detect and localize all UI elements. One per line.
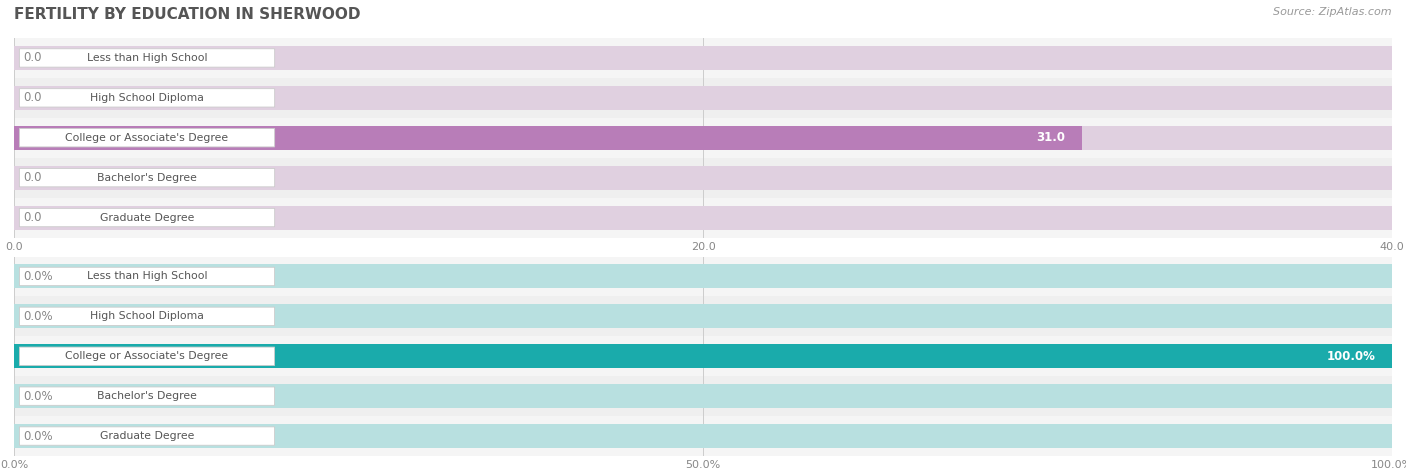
Bar [14, 46, 1392, 70]
Bar [14, 416, 1392, 456]
Bar [14, 344, 1392, 368]
Text: Source: ZipAtlas.com: Source: ZipAtlas.com [1274, 7, 1392, 17]
Bar [14, 78, 1392, 118]
FancyBboxPatch shape [20, 267, 274, 285]
FancyBboxPatch shape [20, 129, 274, 147]
Text: 0.0: 0.0 [24, 91, 42, 104]
Text: Bachelor's Degree: Bachelor's Degree [97, 391, 197, 401]
Text: College or Associate's Degree: College or Associate's Degree [66, 351, 229, 361]
Text: 100.0%: 100.0% [1326, 350, 1375, 363]
Text: 0.0%: 0.0% [24, 390, 53, 403]
Text: 0.0: 0.0 [24, 51, 42, 65]
Bar [14, 256, 1392, 296]
Bar [14, 296, 1392, 336]
Text: High School Diploma: High School Diploma [90, 311, 204, 322]
Bar [14, 118, 1392, 158]
Text: Less than High School: Less than High School [87, 271, 207, 282]
Text: Bachelor's Degree: Bachelor's Degree [97, 172, 197, 183]
FancyBboxPatch shape [20, 49, 274, 67]
Bar [14, 158, 1392, 198]
Bar [14, 376, 1392, 416]
Text: 0.0%: 0.0% [24, 270, 53, 283]
FancyBboxPatch shape [20, 387, 274, 405]
Text: 0.0: 0.0 [24, 171, 42, 184]
Bar [14, 38, 1392, 78]
Text: 31.0: 31.0 [1036, 131, 1066, 144]
Bar [14, 344, 1392, 368]
Text: High School Diploma: High School Diploma [90, 93, 204, 103]
Bar [14, 336, 1392, 376]
Text: 0.0: 0.0 [24, 211, 42, 224]
Bar [14, 304, 1392, 328]
Text: Graduate Degree: Graduate Degree [100, 431, 194, 441]
Bar [14, 198, 1392, 238]
Bar [14, 126, 1392, 150]
Text: 0.0%: 0.0% [24, 310, 53, 323]
Bar [14, 265, 1392, 288]
Text: FERTILITY BY EDUCATION IN SHERWOOD: FERTILITY BY EDUCATION IN SHERWOOD [14, 7, 360, 22]
Text: 0.0%: 0.0% [24, 429, 53, 443]
Bar [14, 424, 1392, 448]
Bar [14, 166, 1392, 190]
FancyBboxPatch shape [20, 209, 274, 227]
Text: Graduate Degree: Graduate Degree [100, 212, 194, 223]
FancyBboxPatch shape [20, 347, 274, 365]
Text: Less than High School: Less than High School [87, 53, 207, 63]
Bar [14, 126, 1083, 150]
Bar [14, 384, 1392, 408]
FancyBboxPatch shape [20, 307, 274, 325]
Text: College or Associate's Degree: College or Associate's Degree [66, 133, 229, 143]
FancyBboxPatch shape [20, 169, 274, 187]
FancyBboxPatch shape [20, 427, 274, 445]
Bar [14, 86, 1392, 110]
Bar [14, 206, 1392, 229]
FancyBboxPatch shape [20, 89, 274, 107]
